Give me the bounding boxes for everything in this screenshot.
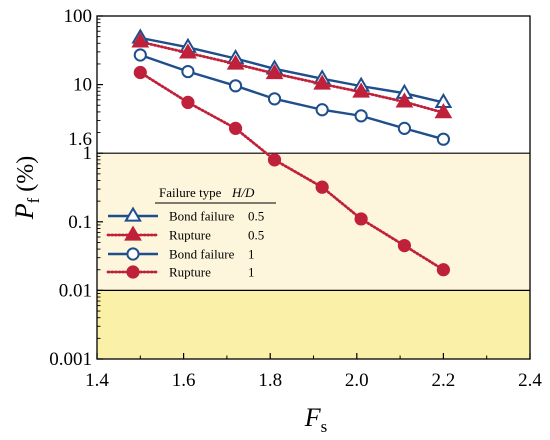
legend-label-3: Rupture [169,265,211,280]
legend-marker-1 [124,225,142,241]
legend-hd-3: 1 [248,265,255,280]
legend-marker-0 [124,206,142,222]
x-tick-label: 2.0 [345,370,369,391]
series-1-point [131,32,150,48]
series-3-point [315,180,329,194]
series-3-point [436,263,450,277]
legend: Failure type H/D Bond failure 0.5 Rupture 0.5… [106,185,276,280]
y-axis-title: Pf (%) [10,156,43,221]
series-2-point [133,48,147,62]
series-1-point [179,43,197,59]
y-tick-label: 10 [73,75,92,96]
legend-hd-1: 0.5 [248,228,264,243]
series-2-point [354,109,368,123]
x-axis-title-sub: s [321,417,328,436]
axis-ticks: 1.4 1.6 1.8 2.0 2.2 2.4 0.001 0.01 0.1 1 10 100 1.6 [49,6,542,391]
legend-label-1: Rupture [169,228,211,243]
series-3-point [133,65,147,80]
background-bands [97,152,530,359]
x-tick-label: 2.4 [518,370,542,391]
series-3 [133,65,450,277]
legend-marker-2 [126,247,140,261]
band-0 [97,153,530,291]
legend-label-0: Bond failure [169,209,235,224]
series-3-point [181,95,195,110]
legend-label-2: Bond failure [169,247,235,262]
y-tick-label: 0.01 [59,280,92,301]
y-tick-label: 1 [83,143,93,164]
series-2-point [315,103,329,117]
y-extra-tick-label: 1.6 [68,129,92,150]
legend-hd-0: 0.5 [248,209,264,224]
series-2-point [181,64,195,79]
series-1-point [352,82,371,98]
legend-header-hd: H/D [231,185,255,200]
x-tick-label: 1.6 [172,370,196,391]
series-2 [133,48,450,146]
legend-hd-2: 1 [248,247,255,262]
series-1-point [313,74,332,90]
series-2-line [139,53,444,141]
series-2-point [267,92,282,106]
y-axis-title-unit: (%) [13,156,39,198]
band-1 [97,290,530,359]
series-1-point [395,92,414,108]
series-0-line [140,36,444,104]
series-3-point [354,212,368,226]
series-1-point [265,64,284,80]
y-tick-label: 100 [64,6,93,27]
x-tick-label: 2.2 [432,370,456,391]
series-3-point [228,121,243,135]
x-axis-title-main: F [304,403,322,432]
series-2-point [397,121,412,135]
y-axis-title-sub: f [24,197,43,203]
x-axis-title: Fs [304,403,328,436]
series-1-point [226,54,245,70]
series-2-point [228,79,243,93]
y-tick-label: 0.001 [49,349,92,370]
series-1-point [434,103,453,119]
x-tick-label: 1.4 [85,370,109,391]
series-3-point [397,238,412,253]
y-tick-label: 0.1 [68,212,92,233]
series-3-point [267,153,282,167]
legend-header-type: Failure type [159,185,222,200]
series-3-line [138,71,445,272]
series-layer [131,28,453,277]
legend-marker-3 [126,265,140,279]
series-1-line [138,40,445,115]
x-tick-label: 1.8 [258,370,282,391]
series-1 [131,32,453,119]
series-2-point [436,132,450,146]
y-axis-title-main: P [10,203,39,220]
